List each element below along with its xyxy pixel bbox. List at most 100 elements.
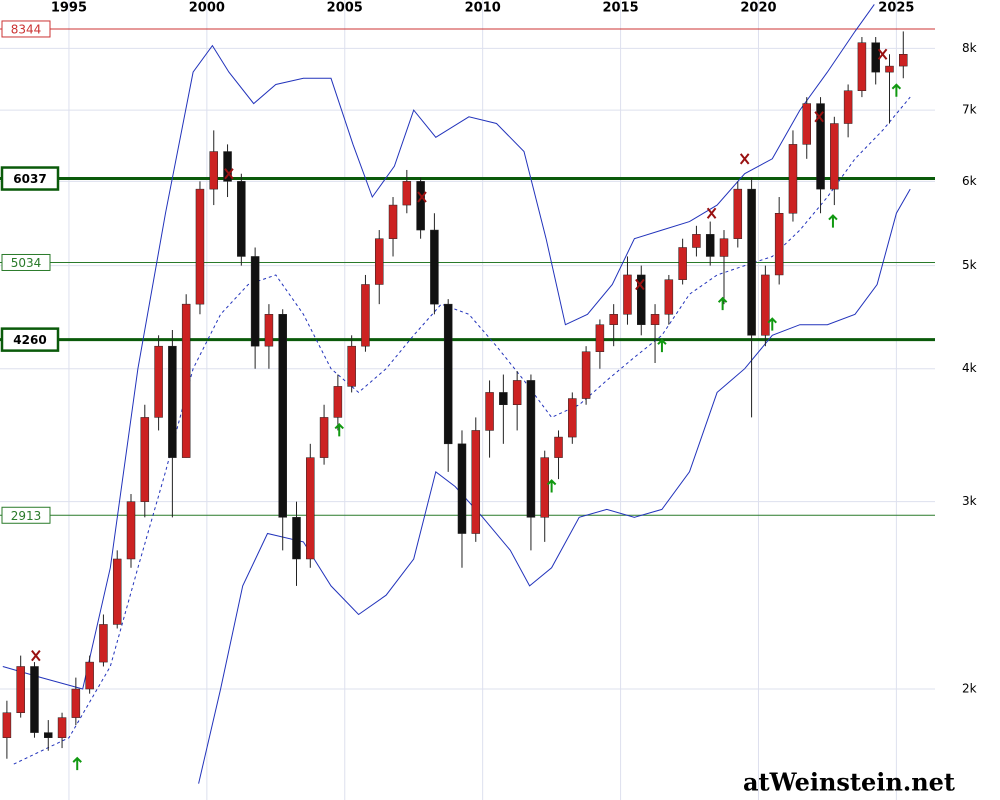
- sell-signal: [814, 111, 824, 123]
- candle-body: [499, 392, 508, 406]
- x-tick-label: 2015: [602, 1, 638, 16]
- candle-body: [705, 234, 715, 257]
- band-line: [2, 4, 875, 690]
- x-tick-label: 2025: [878, 1, 914, 16]
- candle-body: [788, 144, 798, 214]
- candle-body: [319, 417, 329, 458]
- level-label-box: [0, 166, 60, 191]
- candle-body: [374, 238, 384, 285]
- candle-body: [609, 314, 618, 325]
- candle-body: [774, 212, 784, 276]
- candle-body: [99, 624, 108, 663]
- level-label-box: [0, 327, 60, 352]
- x-tick-label: 2020: [740, 1, 776, 16]
- x-tick-label: 2010: [465, 1, 501, 16]
- y-tick-label: 7k: [962, 103, 977, 117]
- candle-body: [471, 430, 481, 534]
- band-line: [198, 188, 911, 784]
- sell-signal: [635, 278, 645, 291]
- sell-signal: [31, 649, 41, 662]
- sell-signal: [224, 168, 234, 180]
- sell-signal: [417, 191, 427, 203]
- sell-signal: [706, 207, 717, 219]
- candle-body: [112, 558, 122, 625]
- candle-body: [843, 90, 853, 124]
- level-label-box: [1, 506, 51, 524]
- candle-body: [526, 380, 536, 518]
- sell-signal: [739, 153, 750, 165]
- candle-body: [71, 688, 81, 718]
- level-label-box: [1, 253, 51, 271]
- candle-body: [802, 103, 811, 145]
- y-tick-label: 8k: [962, 41, 977, 55]
- level-label: 6037: [13, 172, 46, 186]
- candle-body: [30, 666, 39, 733]
- candle-body: [733, 188, 743, 239]
- candle-body: [388, 204, 398, 239]
- y-tick-label: 4k: [962, 361, 977, 375]
- buy-signal: [828, 214, 838, 228]
- candle-body: [430, 229, 439, 305]
- buy-signal: [334, 423, 344, 437]
- candle-body: [168, 345, 177, 458]
- candle-body: [250, 256, 260, 347]
- buy-signal: [717, 296, 728, 311]
- candle-body: [830, 123, 839, 190]
- buy-signal: [891, 83, 902, 97]
- level-label: 2913: [11, 509, 42, 523]
- y-tick-label: 6k: [962, 174, 977, 188]
- candle-body: [857, 42, 867, 91]
- candle-body: [816, 103, 825, 190]
- candle-body: [416, 181, 425, 231]
- x-tick-label: 2000: [189, 1, 225, 16]
- candle-body: [333, 386, 343, 418]
- candle-body: [664, 279, 674, 315]
- candle-body: [44, 732, 53, 738]
- candle-body: [57, 717, 67, 738]
- candle-body: [223, 151, 232, 182]
- candle-body: [278, 314, 287, 518]
- buy-signal: [767, 317, 777, 331]
- candle-body: [443, 303, 453, 445]
- y-tick-label: 3k: [962, 494, 977, 508]
- candle-body: [154, 345, 163, 418]
- candle-body: [402, 181, 412, 206]
- y-tick-label: 2k: [962, 682, 977, 696]
- candle-body: [623, 274, 632, 315]
- candle-body: [568, 398, 577, 438]
- candle-body: [292, 517, 301, 560]
- level-label: 5034: [11, 256, 42, 270]
- level-label: 4260: [13, 333, 46, 347]
- candle-body: [719, 238, 729, 257]
- candle-body: [264, 314, 274, 347]
- candle-body: [361, 284, 370, 347]
- candle-body: [140, 417, 150, 502]
- candle-body: [637, 274, 646, 325]
- candle-body: [581, 351, 591, 399]
- candle-body: [237, 181, 246, 257]
- candle-body: [16, 666, 25, 713]
- level-label: 8344: [11, 22, 42, 36]
- buy-signal: [546, 479, 557, 493]
- y-tick-label: 5k: [962, 258, 977, 272]
- candle-body: [2, 712, 12, 738]
- x-tick-label: 2005: [327, 1, 363, 16]
- candle-body: [306, 457, 315, 560]
- candle-body: [595, 324, 605, 352]
- candle-body: [512, 380, 522, 406]
- candle-body: [540, 457, 549, 518]
- candle-body: [899, 53, 908, 67]
- candle-body: [85, 661, 94, 690]
- candle-body: [678, 247, 687, 280]
- candle-body: [692, 234, 701, 248]
- band-line: [13, 96, 911, 765]
- candle-body: [181, 303, 191, 458]
- candle-body: [747, 188, 756, 336]
- buy-signal: [657, 338, 667, 353]
- buy-signal: [72, 756, 82, 771]
- candle-body: [126, 501, 136, 560]
- candle-body: [761, 274, 770, 336]
- candle-body: [347, 345, 356, 387]
- candle-body: [457, 443, 467, 534]
